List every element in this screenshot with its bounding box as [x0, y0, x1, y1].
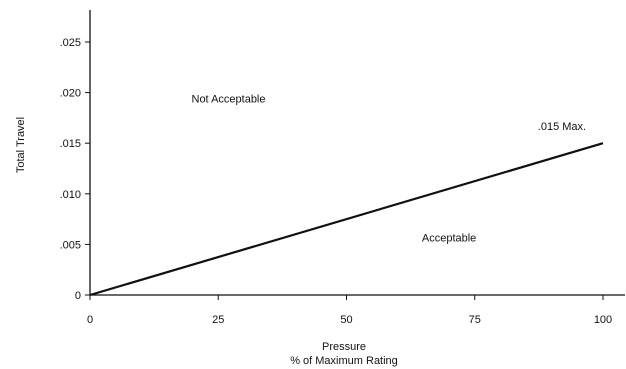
- x-axis-subtitle: % of Maximum Rating: [290, 355, 398, 367]
- y-tick-label: 0: [75, 290, 81, 302]
- y-axis-ticks: 0 .005 .010 .015 .020 .025: [60, 37, 90, 302]
- y-tick-label: .020: [60, 88, 81, 100]
- series-line: [89, 142, 604, 297]
- x-tick-label: 0: [87, 314, 93, 326]
- y-tick-label: .005: [60, 239, 81, 251]
- annotation-label: .015 Max.: [538, 121, 586, 133]
- series-layer: [89, 142, 604, 297]
- annotation-label: Not Acceptable: [192, 94, 266, 106]
- x-axis-title: Pressure: [322, 341, 366, 353]
- y-tick-label: .025: [60, 37, 81, 49]
- x-axis-ticks: 0 25 50 75 100: [87, 295, 612, 326]
- y-tick-label: .010: [60, 189, 81, 201]
- annotations: Not Acceptable Acceptable .015 Max.: [192, 94, 587, 245]
- annotation-label: Acceptable: [422, 232, 476, 244]
- axes: [89, 10, 625, 296]
- y-axis-title: Total Travel: [15, 117, 27, 173]
- y-tick-label: .015: [60, 138, 81, 150]
- x-tick-label: 25: [212, 314, 224, 326]
- x-tick-label: 50: [340, 314, 352, 326]
- x-tick-label: 100: [594, 314, 612, 326]
- x-tick-label: 75: [469, 314, 481, 326]
